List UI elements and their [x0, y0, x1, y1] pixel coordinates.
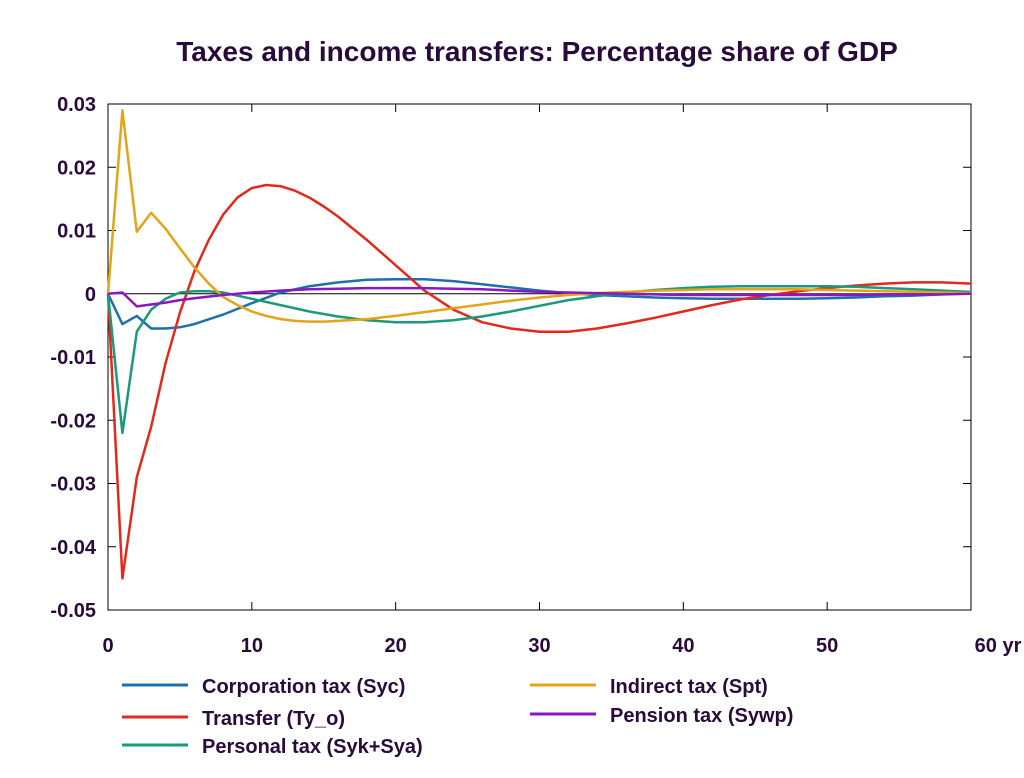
- legend-label: Pension tax (Sywp): [610, 705, 793, 727]
- chart-title: Taxes and income transfers: Percentage s…: [176, 36, 898, 67]
- series-line-2: [106, 183, 972, 580]
- x-tick-label: 10: [241, 635, 263, 657]
- y-tick-label: 0.02: [57, 157, 96, 179]
- legend-label: Corporation tax (Syc): [202, 676, 405, 698]
- y-tick-label: 0.01: [57, 221, 96, 243]
- y-tick-label: -0.03: [50, 474, 96, 496]
- y-tick-label: -0.04: [50, 537, 96, 559]
- y-tick-label: -0.02: [50, 410, 96, 432]
- x-tick-label: 40: [672, 635, 694, 657]
- legend: Corporation tax (Syc) Transfer (Ty_o) Pers…: [122, 676, 793, 758]
- x-tick-label: 60 yr: [975, 635, 1022, 657]
- y-tick-label: -0.05: [50, 600, 96, 622]
- legend-label: Transfer (Ty_o): [202, 708, 345, 730]
- series-line-5: [107, 286, 972, 308]
- plot-frame: [107, 103, 972, 611]
- x-tick-label: 20: [385, 635, 407, 657]
- x-tick-label: 0: [102, 635, 113, 657]
- series-line-3: [106, 284, 972, 435]
- legend-label: Indirect tax (Spt): [610, 676, 768, 698]
- y-tick-label: 0: [85, 284, 96, 306]
- x-tick-label: 50: [816, 635, 838, 657]
- series-line-4: [106, 109, 972, 323]
- axis-ticks: 0.03 0.02 0.01 0 -0.01 -0.02 -0.03 -0.04 -0.05 0 1…: [50, 94, 1021, 657]
- y-tick-label: -0.01: [50, 347, 96, 369]
- legend-label: Personal tax (Syk+Sya): [202, 736, 423, 758]
- plot-area: [107, 103, 972, 611]
- series-line-1: [106, 277, 972, 330]
- x-tick-label: 30: [528, 635, 550, 657]
- y-tick-label: 0.03: [57, 94, 96, 116]
- series-lines: [106, 109, 972, 580]
